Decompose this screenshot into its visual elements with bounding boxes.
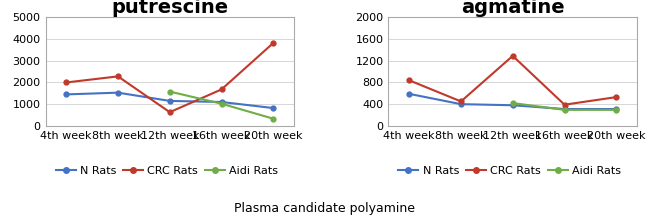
Legend: N Rats, CRC Rats, Aidi Rats: N Rats, CRC Rats, Aidi Rats [51,162,283,181]
Legend: N Rats, CRC Rats, Aidi Rats: N Rats, CRC Rats, Aidi Rats [394,162,626,181]
Text: Plasma candidate polyamine: Plasma candidate polyamine [235,202,415,215]
Title: putrescine: putrescine [111,0,228,17]
Title: agmatine: agmatine [461,0,565,17]
